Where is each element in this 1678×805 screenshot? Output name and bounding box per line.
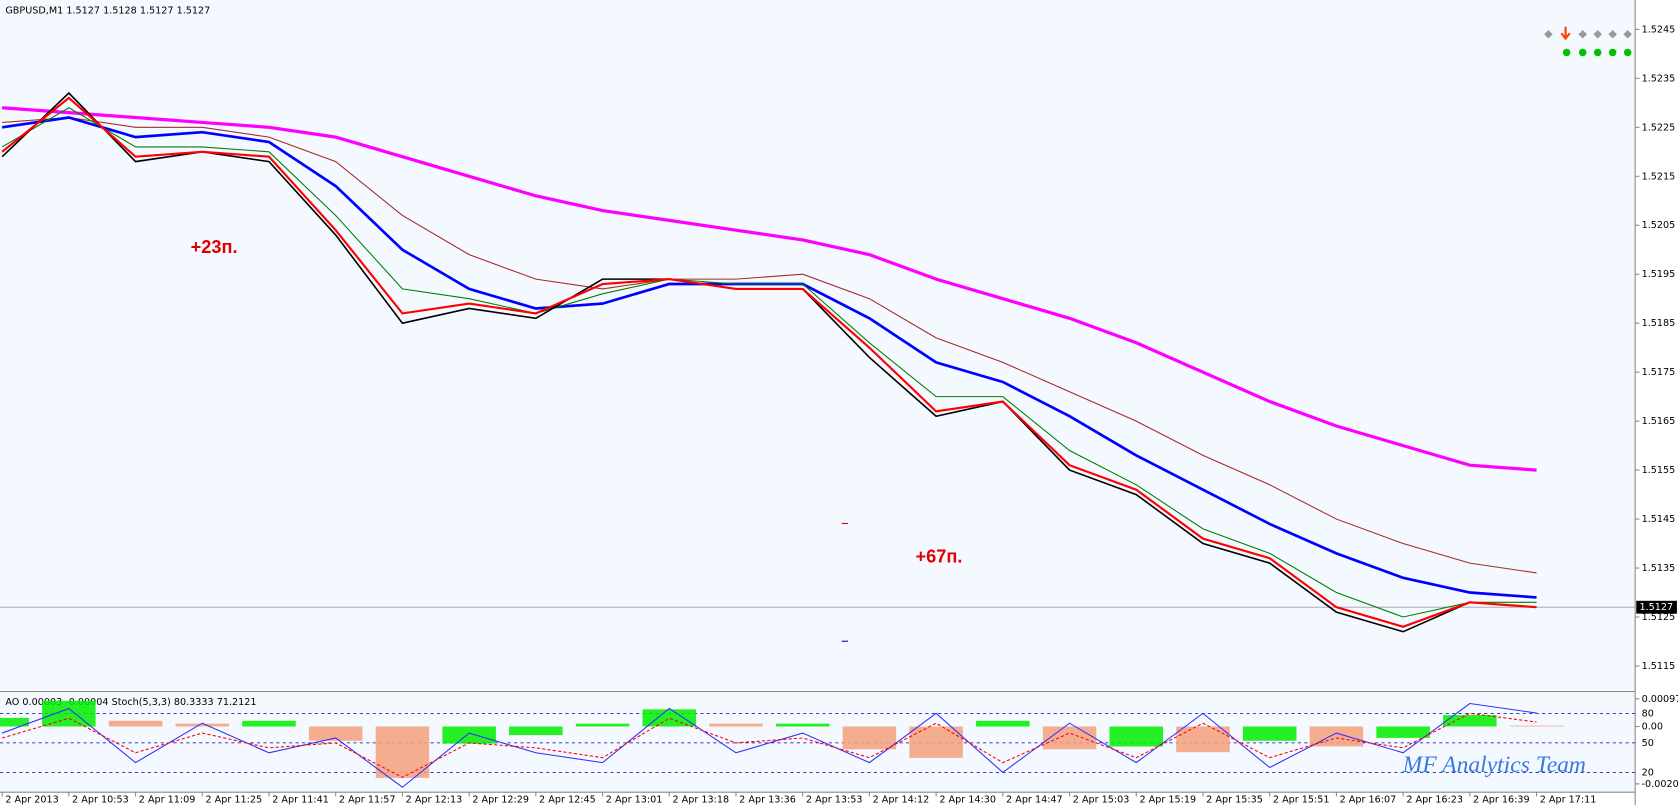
x-tick-label: 2 Apr 14:30 — [939, 795, 996, 805]
main-panel — [0, 0, 1636, 691]
y2-tick-label: 0.00 — [1642, 721, 1663, 732]
ao-bar — [842, 726, 897, 750]
ao-bar — [442, 726, 496, 744]
ao-bar — [976, 720, 1030, 727]
ao-bar — [1443, 715, 1497, 727]
x-tick-label: 2 Apr 12:13 — [406, 795, 463, 805]
x-tick-label: 2 Apr 14:47 — [1006, 795, 1063, 805]
x-tick-label: 2 Apr 13:36 — [739, 795, 796, 805]
ao-bar — [509, 726, 563, 736]
x-tick-label: 2 Apr 11:57 — [339, 795, 396, 805]
y-tick-label: 1.5245 — [1642, 24, 1676, 35]
y-tick-label: 1.5205 — [1642, 220, 1676, 231]
ao-bar — [0, 717, 29, 727]
x-tick-label: 2 Apr 11:09 — [139, 795, 196, 805]
x-tick-label: 2 Apr 12:45 — [539, 795, 596, 805]
x-tick-label: 2 Apr 11:41 — [272, 795, 329, 805]
annotation: +67п. — [916, 547, 963, 567]
ao-bar — [775, 723, 830, 727]
x-tick-label: 2 Apr 15:51 — [1273, 795, 1330, 805]
y-tick-label: 1.5115 — [1642, 661, 1676, 672]
ao-bar — [909, 726, 963, 758]
ao-bar — [375, 726, 430, 778]
y-tick-label: 1.5185 — [1642, 318, 1676, 329]
y-tick-label: 1.5235 — [1642, 73, 1676, 84]
x-tick-label: 2 Apr 13:53 — [806, 795, 863, 805]
x-tick-label: 2 Apr 16:07 — [1340, 795, 1397, 805]
y-tick-label: 80 — [1642, 708, 1654, 719]
y-tick-label: 1.5165 — [1642, 416, 1676, 427]
annotation: +23п. — [191, 237, 238, 257]
x-tick-label: 2 Apr 16:39 — [1473, 795, 1530, 805]
ao-bar — [1376, 726, 1430, 738]
ao-bar — [709, 723, 763, 727]
ma-line — [2, 116, 1537, 574]
x-tick-label: 2 Apr 11:25 — [205, 795, 262, 805]
last-price-label: 1.5127 — [1639, 602, 1673, 613]
indicator-title: AO 0.00003 -0.00004 Stoch(5,3,3) 80.3333… — [5, 697, 256, 708]
x-tick-label: 2 Apr 15:03 — [1073, 795, 1130, 805]
ao-bar — [1509, 725, 1564, 727]
x-tick-label: 2 Apr 10:53 — [72, 795, 129, 805]
ao-bar — [242, 720, 296, 727]
x-tick-label: 2 Apr 15:35 — [1206, 795, 1263, 805]
y-tick-label: 1.5215 — [1642, 171, 1676, 182]
y-tick-label: 1.5145 — [1642, 514, 1676, 525]
y-tick-label: 20 — [1642, 767, 1654, 778]
ao-bar — [308, 726, 363, 741]
y-tick-label: 1.5225 — [1642, 122, 1676, 133]
x-tick-label: 2 Apr 16:23 — [1406, 795, 1463, 805]
ao-bar — [1176, 726, 1230, 753]
x-tick-label: 2 Apr 14:12 — [873, 795, 930, 805]
ma-line — [2, 106, 1537, 472]
ao-bar — [642, 709, 697, 727]
last-price-box — [1636, 600, 1677, 614]
x-tick-label: 2 Apr 12:29 — [472, 795, 529, 805]
x-tick-label: 2 Apr 2013 — [5, 795, 58, 805]
ao-bar — [1042, 726, 1097, 750]
ma-line — [1, 96, 1537, 628]
signal-icons — [1544, 26, 1632, 57]
y2-tick-label: 0.00097 — [1642, 694, 1678, 705]
x-tick-label: 2 Apr 13:01 — [606, 795, 663, 805]
ao-bar — [175, 723, 230, 727]
ao-bar — [108, 720, 163, 727]
ao-bar — [42, 700, 96, 727]
y-tick-label: 1.5195 — [1642, 269, 1676, 280]
chart-title: GBPUSD,M1 1.5127 1.5128 1.5127 1.5127 — [5, 6, 210, 17]
ao-bar — [1242, 726, 1297, 741]
ma-line — [1, 107, 1537, 618]
ao-bar — [575, 723, 630, 727]
y-tick-label: 1.5135 — [1642, 563, 1676, 574]
stoch-line — [1, 702, 1537, 788]
y-tick-label: 1.5125 — [1642, 612, 1676, 623]
x-tick-label: 2 Apr 15:19 — [1139, 795, 1196, 805]
x-tick-label: 2 Apr 13:18 — [672, 795, 729, 805]
y-tick-label: 1.5175 — [1642, 367, 1676, 378]
watermark: MF Analytics Team — [1402, 752, 1586, 778]
x-tick-label: 2 Apr 17:11 — [1540, 795, 1597, 805]
y-tick-label: 50 — [1642, 738, 1654, 749]
y2-tick-label: -0.00201 — [1642, 779, 1678, 790]
y-tick-label: 1.5155 — [1642, 465, 1676, 476]
ao-bar — [1109, 726, 1164, 747]
stoch-line — [1, 712, 1537, 778]
